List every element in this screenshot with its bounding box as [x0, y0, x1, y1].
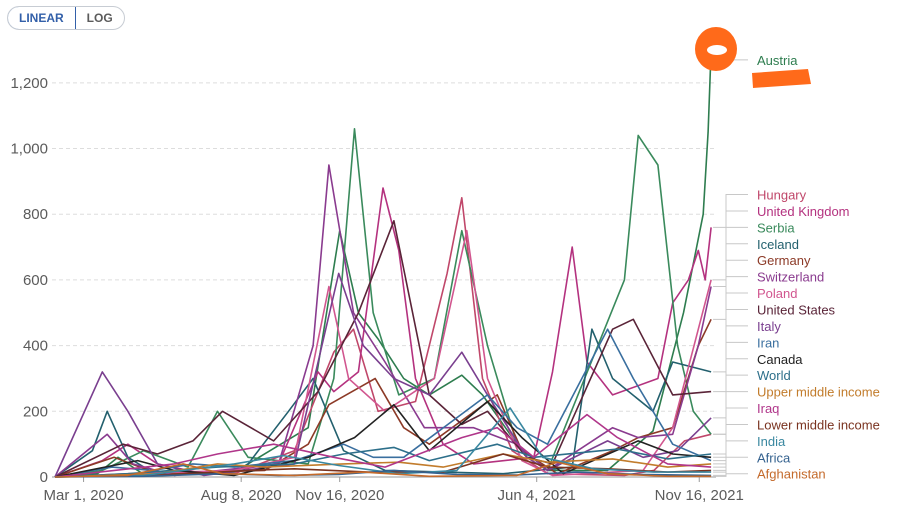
series-line-iraq — [54, 413, 712, 478]
series-label-united-states: United States — [757, 302, 836, 317]
series-line-upper-middle-income — [54, 453, 712, 478]
connector-united-kingdom — [713, 210, 748, 228]
log-scale-button[interactable]: LOG — [86, 11, 113, 25]
y-tick-label: 0 — [40, 469, 48, 486]
series-line-africa — [54, 469, 712, 478]
connector-serbia — [713, 226, 748, 435]
y-tick-label: 1,000 — [10, 141, 48, 158]
linear-scale-button[interactable]: LINEAR — [7, 7, 76, 29]
x-tick-label: Nov 16, 2021 — [655, 487, 744, 504]
y-tick-label: 1,200 — [10, 75, 48, 92]
series-line-united-states — [54, 220, 712, 478]
y-tick-label: 600 — [23, 272, 48, 289]
series-label-serbia: Serbia — [757, 220, 795, 235]
connector-united-states — [713, 308, 748, 393]
series-label-hungary: Hungary — [757, 188, 807, 203]
series-label-iran: Iran — [757, 335, 779, 350]
series-label-switzerland: Switzerland — [757, 270, 824, 285]
series-label-upper-middle-income: Upper middle income — [757, 385, 880, 400]
series-label-iraq: Iraq — [757, 401, 779, 416]
series-line-afghanistan — [54, 461, 712, 478]
y-tick-label: 800 — [23, 206, 48, 223]
connector-afghanistan — [713, 473, 748, 477]
orange-scribble-hole — [707, 45, 727, 55]
x-tick-label: Mar 1, 2020 — [44, 487, 124, 504]
x-tick-label: Jun 4, 2021 — [498, 487, 576, 504]
series-label-world: World — [757, 368, 791, 383]
series-label-united-kingdom: United Kingdom — [757, 204, 850, 219]
connector-africa — [713, 456, 748, 476]
connector-upper-middle-income — [713, 391, 748, 465]
series-line-iran — [54, 328, 712, 478]
y-tick-label: 200 — [23, 403, 48, 420]
connector-switzerland — [713, 276, 748, 287]
connector-iceland — [713, 243, 748, 373]
y-tick-label: 400 — [23, 338, 48, 355]
connector-germany — [713, 259, 748, 320]
connector-hungary — [713, 194, 748, 435]
x-tick-label: Aug 8, 2020 — [201, 487, 282, 504]
series-line-switzerland — [54, 164, 712, 478]
series-line-serbia — [54, 128, 712, 478]
series-line-canada — [54, 400, 712, 478]
series-label-canada: Canada — [757, 352, 803, 367]
series-label-poland: Poland — [757, 286, 797, 301]
series-line-iceland — [54, 328, 712, 478]
series-line-poland — [54, 229, 712, 478]
series-label-germany: Germany — [757, 253, 811, 268]
connector-iran — [713, 341, 748, 462]
series-line-italy — [54, 272, 712, 478]
connector-iraq — [713, 407, 748, 468]
series-label-afghanistan: Afghanistan — [757, 467, 826, 482]
series-label-italy: Italy — [757, 319, 781, 334]
x-tick-label: Nov 16, 2020 — [295, 487, 384, 504]
series-label-austria: Austria — [757, 53, 798, 68]
connector-poland — [713, 279, 748, 294]
series-label-lower-middle-income: Lower middle income — [757, 417, 880, 432]
series-label-iceland: Iceland — [757, 237, 799, 252]
orange-scribble-bar — [752, 69, 811, 88]
connector-world — [713, 374, 748, 455]
scale-toggle: LINEAR LOG — [7, 6, 125, 30]
series-label-africa: Africa — [757, 450, 791, 465]
series-label-india: India — [757, 434, 786, 449]
connector-india — [713, 440, 748, 473]
